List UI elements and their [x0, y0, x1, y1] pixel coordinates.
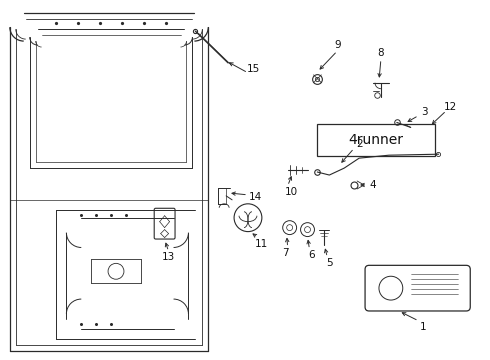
Bar [318, 125, 435, 156]
Text: 6: 6 [308, 251, 315, 260]
Text: 4: 4 [369, 180, 376, 190]
Text: 3: 3 [421, 107, 428, 117]
Text: 13: 13 [162, 252, 175, 262]
Text: 8: 8 [378, 48, 384, 58]
Text: 2: 2 [356, 139, 363, 149]
Text: 5: 5 [326, 258, 333, 268]
Text: 4runner: 4runner [348, 133, 403, 147]
Text: 9: 9 [334, 40, 341, 50]
Text: 15: 15 [247, 64, 261, 74]
Text: 11: 11 [255, 239, 269, 248]
Text: 10: 10 [285, 187, 298, 197]
Text: 1: 1 [420, 322, 427, 332]
Text: 7: 7 [282, 248, 289, 258]
Text: 14: 14 [249, 192, 263, 202]
Text: 12: 12 [444, 102, 457, 112]
